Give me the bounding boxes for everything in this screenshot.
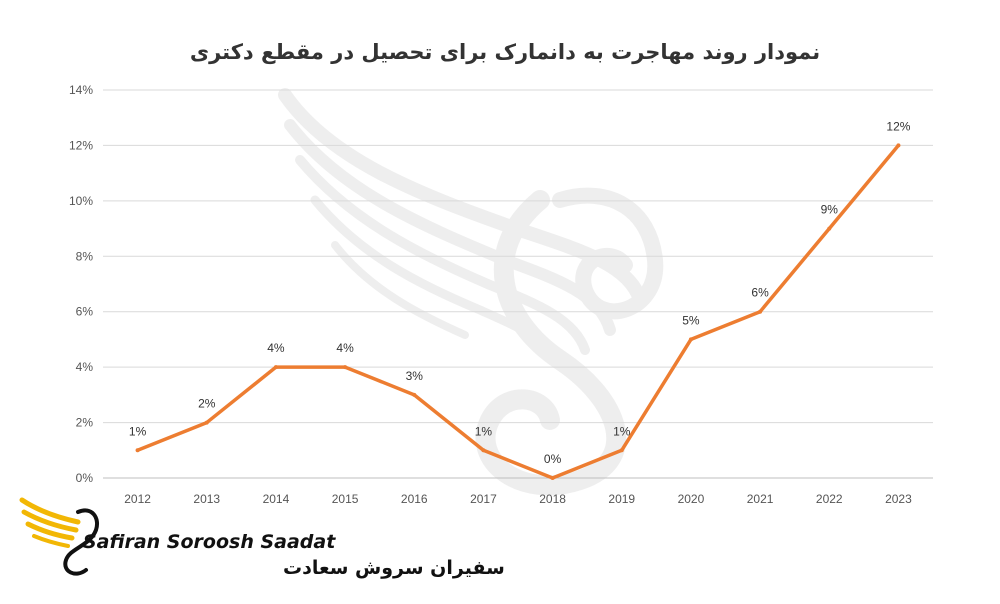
- brand-name-fa: سفیران سروش سعادت: [283, 557, 505, 579]
- x-tick-label: 2020: [678, 492, 705, 506]
- data-point: [619, 448, 624, 453]
- data-label: 0%: [544, 452, 562, 466]
- data-label: 3%: [406, 369, 424, 383]
- x-tick-label: 2013: [193, 492, 220, 506]
- chart-title: نمودار روند مهاجرت به دانمارک برای تحصیل…: [190, 40, 820, 64]
- grid-lines: [103, 89, 933, 479]
- x-tick-label: 2016: [401, 492, 428, 506]
- y-tick-label: 12%: [69, 138, 93, 152]
- data-label: 1%: [613, 424, 631, 438]
- swan-wing-watermark: [278, 88, 664, 496]
- swan-wing-logo: [19, 497, 99, 576]
- data-point: [135, 448, 140, 453]
- data-point: [550, 476, 555, 480]
- data-label: 1%: [475, 424, 493, 438]
- y-tick-label: 8%: [76, 249, 94, 263]
- x-tick-label: 2012: [124, 492, 151, 506]
- y-axis-ticks: 0% 2% 4% 6% 8% 10% 12% 14%: [69, 83, 93, 485]
- data-label: 5%: [682, 313, 700, 327]
- data-label: 4%: [336, 341, 354, 355]
- y-tick-label: 10%: [69, 194, 93, 208]
- x-tick-label: 2023: [885, 492, 912, 506]
- data-point: [758, 309, 763, 314]
- series-layer: [135, 143, 901, 480]
- data-point: [273, 365, 278, 370]
- data-label: 6%: [751, 286, 769, 300]
- data-labels: 1% 2% 4% 4% 3% 1% 0% 1% 5% 6% 9% 12%: [129, 119, 911, 466]
- y-tick-label: 14%: [69, 83, 93, 97]
- data-point: [343, 365, 348, 370]
- x-axis-ticks: 2012 2013 2014 2015 2016 2017 2018 2019 2020 2021…: [124, 492, 912, 506]
- y-tick-label: 6%: [76, 305, 94, 319]
- data-point: [688, 337, 693, 342]
- brand-name-en: Safiran Soroosh Saadat: [83, 531, 336, 553]
- x-tick-label: 2015: [332, 492, 359, 506]
- y-tick-label: 4%: [76, 360, 94, 374]
- x-tick-label: 2017: [470, 492, 497, 506]
- x-tick-label: 2019: [608, 492, 635, 506]
- x-tick-label: 2021: [747, 492, 774, 506]
- data-point: [896, 143, 901, 148]
- y-tick-label: 2%: [76, 416, 94, 430]
- data-point: [412, 392, 417, 397]
- x-tick-label: 2022: [816, 492, 843, 506]
- data-point: [204, 420, 209, 425]
- series-line: [135, 143, 901, 480]
- data-label: 1%: [129, 424, 147, 438]
- data-point: [827, 226, 832, 231]
- data-label: 2%: [198, 397, 216, 411]
- x-tick-label: 2018: [539, 492, 566, 506]
- data-label: 4%: [267, 341, 285, 355]
- data-point: [481, 448, 486, 453]
- data-label: 12%: [886, 119, 910, 133]
- y-tick-label: 0%: [76, 471, 94, 485]
- x-tick-label: 2014: [263, 492, 290, 506]
- data-label: 9%: [821, 203, 839, 217]
